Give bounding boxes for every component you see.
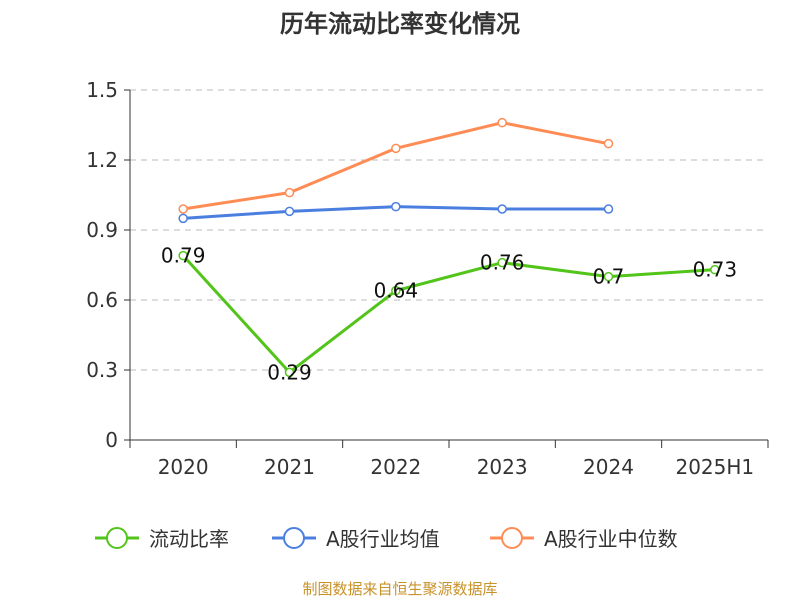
data-point bbox=[178, 213, 188, 224]
data-point bbox=[178, 250, 188, 261]
data-point bbox=[284, 206, 295, 217]
legend-marker bbox=[283, 527, 305, 549]
data-point bbox=[603, 138, 614, 149]
series-line-A股行业中位数 bbox=[182, 121, 609, 211]
legend-label: 流动比率 bbox=[149, 527, 229, 551]
x-tick-label: 2024 bbox=[583, 455, 634, 479]
data-point bbox=[710, 264, 720, 275]
data-point bbox=[284, 187, 295, 198]
data-point bbox=[603, 204, 614, 214]
x-tick-label: 2022 bbox=[370, 455, 421, 479]
data-point bbox=[284, 367, 295, 378]
x-tick-label: 2025H1 bbox=[675, 455, 754, 479]
data-point bbox=[391, 143, 401, 154]
data-label: 0.64 bbox=[374, 279, 419, 303]
x-tick-label: 2020 bbox=[158, 455, 209, 479]
series-line-流动比率 bbox=[182, 254, 715, 375]
source-note: 制图数据来自恒生聚源数据库 bbox=[302, 580, 497, 598]
y-tick-label: 1.2 bbox=[86, 148, 118, 172]
data-point bbox=[497, 257, 507, 268]
x-tick-label: 2021 bbox=[264, 455, 315, 479]
data-point bbox=[603, 271, 614, 282]
data-point bbox=[178, 204, 188, 214]
y-tick-label: 0 bbox=[105, 428, 118, 452]
y-tick-label: 0.6 bbox=[86, 288, 118, 312]
y-tick-label: 0.9 bbox=[86, 218, 118, 242]
legend-label: A股行业中位数 bbox=[544, 527, 678, 551]
chart-title: 历年流动比率变化情况 bbox=[280, 10, 520, 38]
y-tick-label: 1.5 bbox=[86, 78, 118, 102]
legend-marker bbox=[501, 527, 523, 549]
data-label: 0.76 bbox=[480, 251, 525, 275]
legend-label: A股行业均值 bbox=[326, 527, 440, 551]
data-point bbox=[391, 201, 401, 212]
legend-marker bbox=[106, 527, 128, 549]
data-label: 0.73 bbox=[693, 258, 738, 282]
data-point bbox=[497, 204, 507, 214]
data-label: 0.7 bbox=[593, 265, 625, 289]
data-label: 0.79 bbox=[161, 244, 206, 268]
data-point bbox=[497, 117, 507, 128]
y-tick-label: 0.3 bbox=[86, 358, 118, 382]
data-label: 0.29 bbox=[267, 360, 312, 384]
x-tick-label: 2023 bbox=[477, 455, 528, 479]
data-point bbox=[391, 285, 401, 296]
